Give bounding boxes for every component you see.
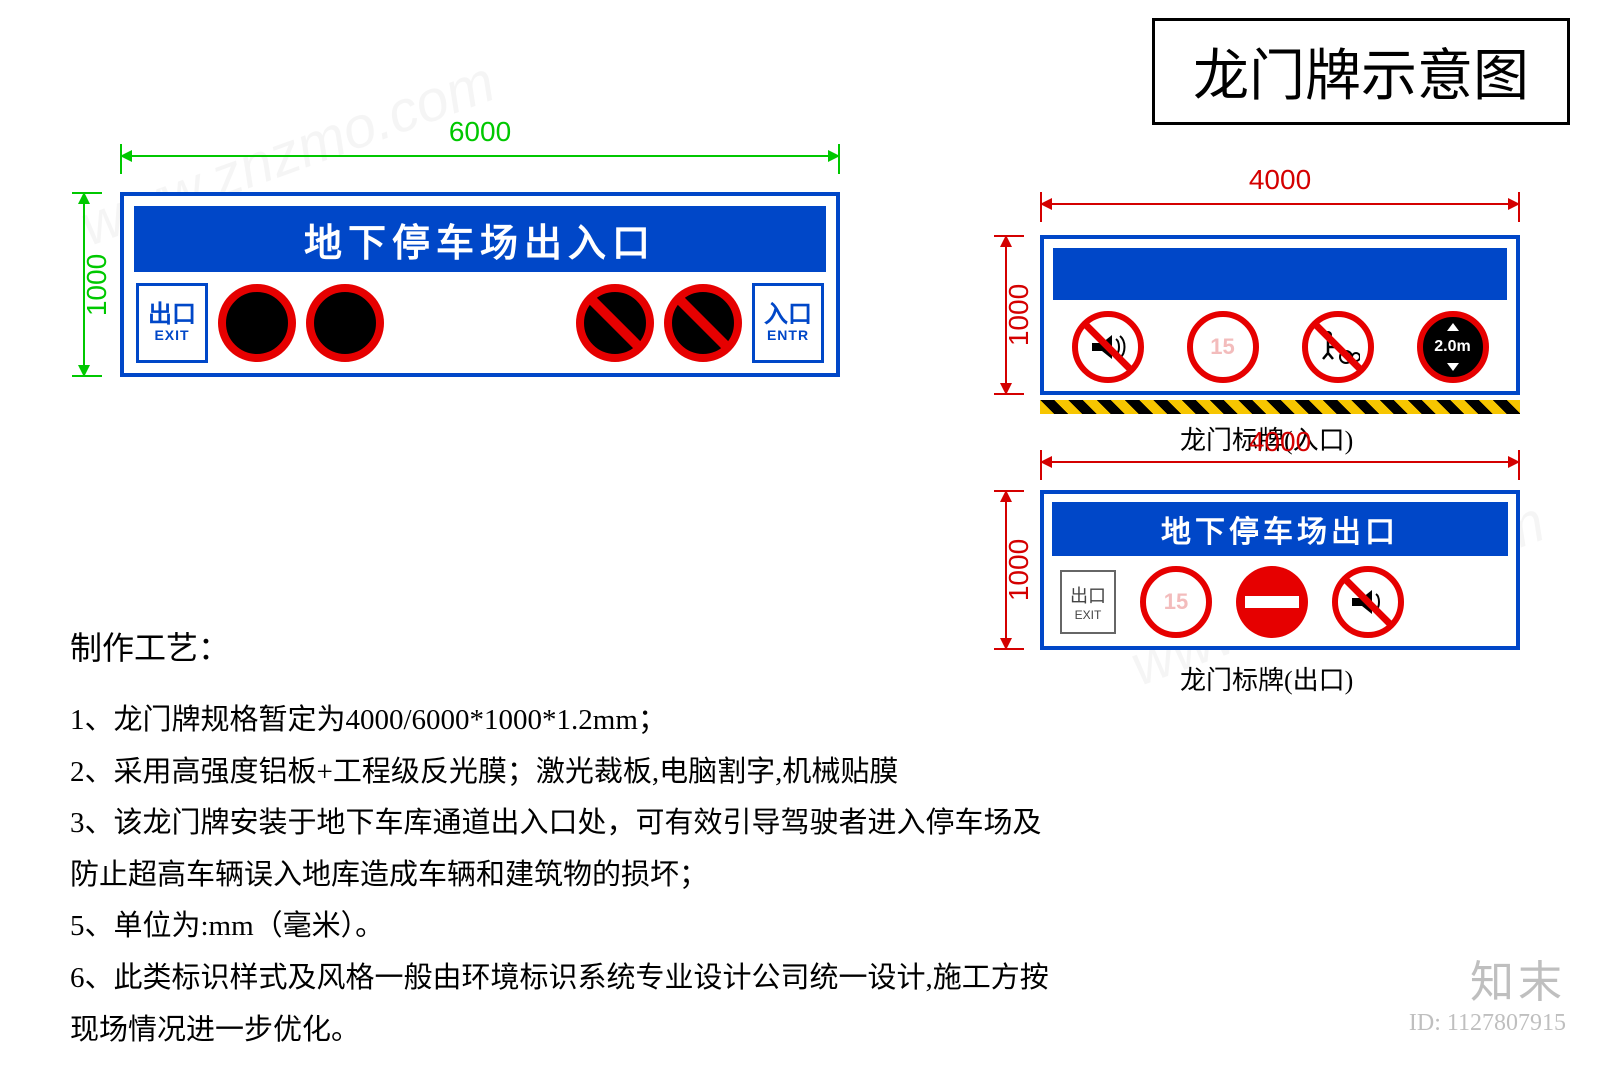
- text-line: 3、该龙门牌安装于地下车库通道出入口处，可有效引导驾驶者进入停车场及防止超高车辆…: [70, 798, 1070, 901]
- exit-cn: 出口: [148, 303, 196, 327]
- dim-s1-width: 4000: [1040, 198, 1520, 210]
- watermark-brand: 知末: [1409, 946, 1566, 1010]
- text-block: 制作工艺： 1、龙门牌规格暂定为4000/6000*1000*1.2mm； 2、…: [70, 620, 1070, 1056]
- sign-main-header: 地下停车场出入口: [132, 204, 828, 274]
- dim-value: 4000: [1249, 164, 1311, 196]
- prohibit-icon: [218, 284, 296, 362]
- sign-exit-header: 地下停车场出口: [1050, 500, 1510, 558]
- dim-s1-height: 1000: [1000, 235, 1012, 395]
- page-title: 龙门牌示意图: [1152, 18, 1570, 125]
- watermark-id: ID: 1127807915: [1409, 1010, 1566, 1037]
- dim-value: 4000: [1249, 426, 1311, 458]
- dim-value: 1000: [81, 253, 113, 315]
- caption-exit: 龙门标牌(出口): [1180, 660, 1353, 697]
- no-horn-icon: [1332, 566, 1404, 638]
- dim-s2-width: 4000: [1040, 456, 1520, 468]
- text-line: 2、采用高强度铝板+工程级反光膜；激光裁板,电脑割字,机械贴膜: [70, 747, 1070, 799]
- no-horn-icon: [1072, 311, 1144, 383]
- height-label: 2.0m: [1434, 338, 1470, 356]
- dim-value: 1000: [1003, 539, 1035, 601]
- exit-en: EXIT: [154, 327, 189, 343]
- sign-entrance-row: 15 2.0m: [1050, 303, 1510, 387]
- text-line: 5、单位为:mm（毫米）。: [70, 901, 1070, 953]
- exit-mini-cn: 出口: [1070, 582, 1106, 608]
- dim-value: 6000: [449, 116, 511, 148]
- exit-mini-en: EXIT: [1075, 608, 1102, 622]
- prohibit-icon: [576, 284, 654, 362]
- sign-exit-row: 出口 EXIT 15: [1050, 558, 1510, 642]
- no-entry-icon: [1236, 566, 1308, 638]
- dim-main-width: 6000: [120, 150, 840, 162]
- hazard-strip: [1040, 400, 1520, 414]
- height-limit-icon: 2.0m: [1417, 311, 1489, 383]
- watermark: 知末 ID: 1127807915: [1409, 946, 1566, 1037]
- entrance-box: 入口 ENTR: [752, 283, 824, 363]
- sign-entrance: 15 2.0m: [1040, 235, 1520, 395]
- speed-limit-icon: 15: [1187, 311, 1259, 383]
- sign-entrance-header: [1050, 245, 1510, 303]
- sign-main: 地下停车场出入口 出口 EXIT 入口 ENTR: [120, 192, 840, 377]
- text-heading: 制作工艺：: [70, 620, 1070, 677]
- text-line: 1、龙门牌规格暂定为4000/6000*1000*1.2mm；: [70, 695, 1070, 747]
- entr-en: ENTR: [767, 327, 809, 343]
- dim-value: 1000: [1003, 284, 1035, 346]
- sign-main-row: 出口 EXIT 入口 ENTR: [132, 274, 828, 366]
- text-line: 6、此类标识样式及风格一般由环境标识系统专业设计公司统一设计,施工方按现场情况进…: [70, 953, 1070, 1056]
- prohibit-icon: [306, 284, 384, 362]
- speed-limit-icon: 15: [1140, 566, 1212, 638]
- dim-main-height: 1000: [78, 192, 90, 377]
- prohibit-icon: [664, 284, 742, 362]
- canvas: www.znzmo.com www.znzmo.com 龙门牌示意图 6000 …: [0, 0, 1600, 1067]
- sign-exit: 地下停车场出口 出口 EXIT 15: [1040, 490, 1520, 650]
- no-ped-bike-icon: [1302, 311, 1374, 383]
- entr-cn: 入口: [764, 303, 812, 327]
- exit-box: 出口 EXIT: [136, 283, 208, 363]
